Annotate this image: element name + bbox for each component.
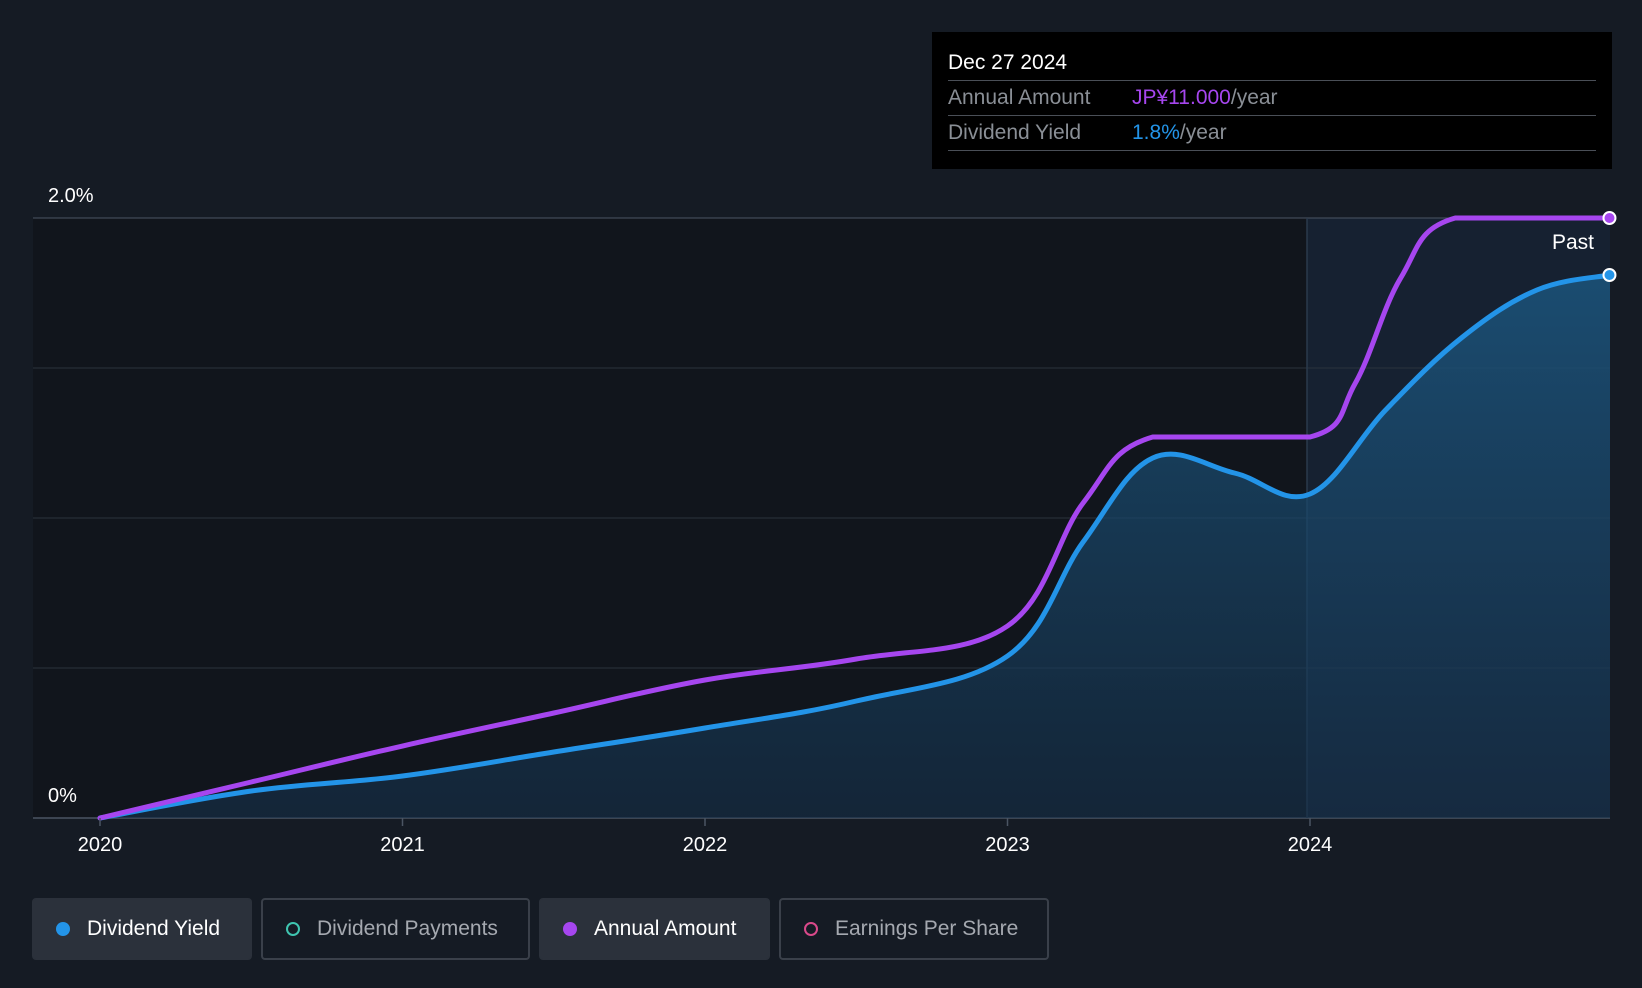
x-tick-label: 2022 xyxy=(683,834,728,856)
end-markers xyxy=(1602,211,1617,282)
y-tick-label-top: 2.0% xyxy=(48,185,94,207)
x-tick-label: 2021 xyxy=(380,834,425,856)
annual-amount-line xyxy=(97,215,1612,821)
dividend-yield-area xyxy=(100,275,1610,818)
legend-dot-icon xyxy=(563,922,577,936)
tooltip-row-dividend-yield: Dividend Yield 1.8% /year xyxy=(948,116,1596,151)
tooltip-value: JP¥11.000 xyxy=(1132,86,1231,109)
dividend-chart: 2020 2021 2022 2023 2024 2.0% 0% Past xyxy=(33,185,1617,856)
annual-amount-end-marker[interactable] xyxy=(1602,211,1617,225)
tooltip-label: Dividend Yield xyxy=(948,121,1082,144)
legend-earnings-per-share-button[interactable]: Earnings Per Share xyxy=(779,898,1049,960)
legend-label: Dividend Payments xyxy=(317,917,498,940)
legend-dividend-payments-button[interactable]: Dividend Payments xyxy=(261,898,530,960)
legend-label: Dividend Yield xyxy=(87,917,221,940)
tooltip-value: 1.8% xyxy=(1132,121,1180,144)
tooltip-unit: /year xyxy=(1179,121,1227,144)
past-label: Past xyxy=(1552,231,1594,254)
chart-legend: Dividend Yield Dividend Payments Annual … xyxy=(32,898,1049,960)
x-tick-label: 2023 xyxy=(985,834,1030,856)
legend-annual-amount-button[interactable]: Annual Amount xyxy=(539,898,770,960)
tooltip: Dec 27 2024 Annual Amount JP¥11.000 /yea… xyxy=(932,32,1612,169)
tooltip-label: Annual Amount xyxy=(948,86,1091,109)
x-tick-label: 2020 xyxy=(78,834,123,856)
legend-label: Earnings Per Share xyxy=(835,917,1019,940)
y-tick-label-bottom: 0% xyxy=(48,785,77,807)
legend-ring-icon xyxy=(286,922,300,936)
x-axis: 2020 2021 2022 2023 2024 xyxy=(78,818,1333,856)
legend-dot-icon xyxy=(56,922,70,936)
legend-dividend-yield-button[interactable]: Dividend Yield xyxy=(32,898,252,960)
dividend-yield-line xyxy=(97,272,1612,821)
x-tick-label: 2024 xyxy=(1288,834,1333,856)
tooltip-row-annual-amount: Annual Amount JP¥11.000 /year xyxy=(948,81,1596,116)
series-lines xyxy=(97,215,1612,821)
legend-label: Annual Amount xyxy=(594,917,737,940)
tooltip-date: Dec 27 2024 xyxy=(948,46,1596,81)
tooltip-unit: /year xyxy=(1230,86,1278,109)
legend-ring-icon xyxy=(804,922,818,936)
dividend-yield-end-marker[interactable] xyxy=(1602,268,1617,282)
